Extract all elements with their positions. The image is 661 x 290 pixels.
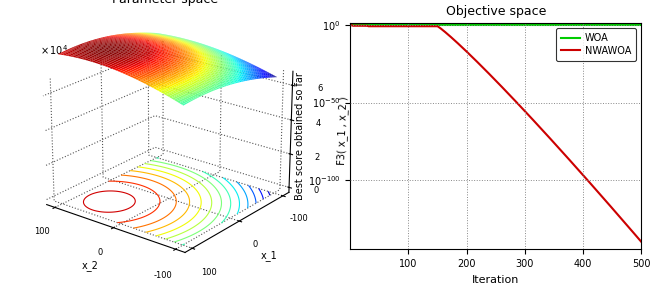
Title: Objective space: Objective space — [446, 5, 546, 18]
WOA — [486, 23, 494, 27]
X-axis label: Iteration: Iteration — [472, 275, 520, 285]
WOA — [520, 23, 527, 27]
NWAWOA — [485, 72, 492, 75]
NWAWOA — [347, 23, 355, 27]
NWAWOA — [637, 240, 645, 243]
WOA — [347, 23, 355, 27]
Y-axis label: x_1: x_1 — [260, 250, 277, 261]
NWAWOA — [486, 73, 494, 77]
NWAWOA — [630, 232, 638, 235]
WOA — [637, 23, 645, 27]
X-axis label: x_2: x_2 — [81, 260, 98, 271]
WOA — [504, 23, 512, 27]
Line: NWAWOA: NWAWOA — [351, 25, 641, 242]
NWAWOA — [585, 180, 593, 183]
WOA — [630, 23, 638, 27]
Title: Parameter space: Parameter space — [112, 0, 218, 6]
Legend: WOA, NWAWOA: WOA, NWAWOA — [556, 28, 637, 61]
WOA — [585, 23, 593, 27]
WOA — [485, 23, 492, 27]
Text: $\times\,10^4$: $\times\,10^4$ — [40, 43, 68, 57]
NWAWOA — [520, 108, 527, 112]
Y-axis label: Best score obtained so far: Best score obtained so far — [295, 72, 305, 200]
NWAWOA — [504, 92, 512, 95]
